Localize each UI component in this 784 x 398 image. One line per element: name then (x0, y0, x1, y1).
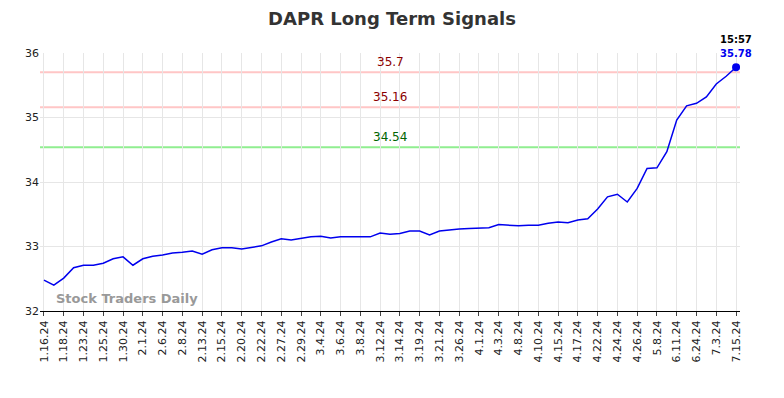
svg-text:3.4.24: 3.4.24 (314, 320, 327, 355)
svg-text:2.20.24: 2.20.24 (235, 320, 248, 362)
svg-text:1.30.24: 1.30.24 (117, 320, 130, 362)
svg-text:35.7: 35.7 (377, 55, 404, 69)
svg-text:4.8.24: 4.8.24 (512, 320, 525, 355)
svg-text:35: 35 (25, 111, 39, 124)
svg-text:33: 33 (25, 240, 39, 253)
svg-text:4.10.24: 4.10.24 (532, 320, 545, 362)
svg-text:1.23.24: 1.23.24 (77, 320, 90, 362)
svg-text:3.14.24: 3.14.24 (393, 320, 406, 362)
svg-text:2.1.24: 2.1.24 (136, 320, 149, 355)
svg-text:34.54: 34.54 (373, 130, 407, 144)
svg-text:2.29.24: 2.29.24 (295, 320, 308, 362)
svg-text:6.11.24: 6.11.24 (670, 320, 683, 362)
svg-text:3.21.24: 3.21.24 (433, 320, 446, 362)
svg-text:DAPR Long Term Signals: DAPR Long Term Signals (268, 8, 516, 29)
svg-text:2.27.24: 2.27.24 (275, 320, 288, 362)
svg-text:5.8.24: 5.8.24 (651, 320, 664, 355)
svg-text:2.8.24: 2.8.24 (176, 320, 189, 355)
svg-text:3.6.24: 3.6.24 (334, 320, 347, 355)
svg-text:7.3.24: 7.3.24 (710, 320, 723, 355)
svg-text:1.16.24: 1.16.24 (38, 320, 51, 362)
svg-text:3.8.24: 3.8.24 (354, 320, 367, 355)
svg-text:35.16: 35.16 (373, 90, 407, 104)
svg-text:1.25.24: 1.25.24 (97, 320, 110, 362)
svg-text:3.19.24: 3.19.24 (413, 320, 426, 362)
svg-text:4.22.24: 4.22.24 (591, 320, 604, 362)
svg-text:34: 34 (25, 176, 39, 189)
svg-text:2.15.24: 2.15.24 (215, 320, 228, 362)
svg-text:3.12.24: 3.12.24 (374, 320, 387, 362)
svg-text:7.15.24: 7.15.24 (730, 320, 743, 362)
svg-text:36: 36 (25, 47, 39, 60)
svg-text:3.26.24: 3.26.24 (453, 320, 466, 362)
svg-text:4.17.24: 4.17.24 (571, 320, 584, 362)
svg-text:Stock Traders Daily: Stock Traders Daily (56, 291, 198, 306)
svg-text:15:57: 15:57 (720, 34, 752, 45)
svg-text:4.1.24: 4.1.24 (473, 320, 486, 355)
svg-text:4.3.24: 4.3.24 (492, 320, 505, 355)
svg-text:2.6.24: 2.6.24 (156, 320, 169, 355)
svg-text:1.18.24: 1.18.24 (57, 320, 70, 362)
svg-text:4.15.24: 4.15.24 (552, 320, 565, 362)
svg-text:4.26.24: 4.26.24 (631, 320, 644, 362)
svg-text:2.22.24: 2.22.24 (255, 320, 268, 362)
svg-text:32: 32 (25, 305, 39, 318)
svg-text:35.78: 35.78 (720, 48, 752, 59)
svg-text:2.13.24: 2.13.24 (196, 320, 209, 362)
svg-text:6.24.24: 6.24.24 (690, 320, 703, 362)
svg-text:4.24.24: 4.24.24 (611, 320, 624, 362)
